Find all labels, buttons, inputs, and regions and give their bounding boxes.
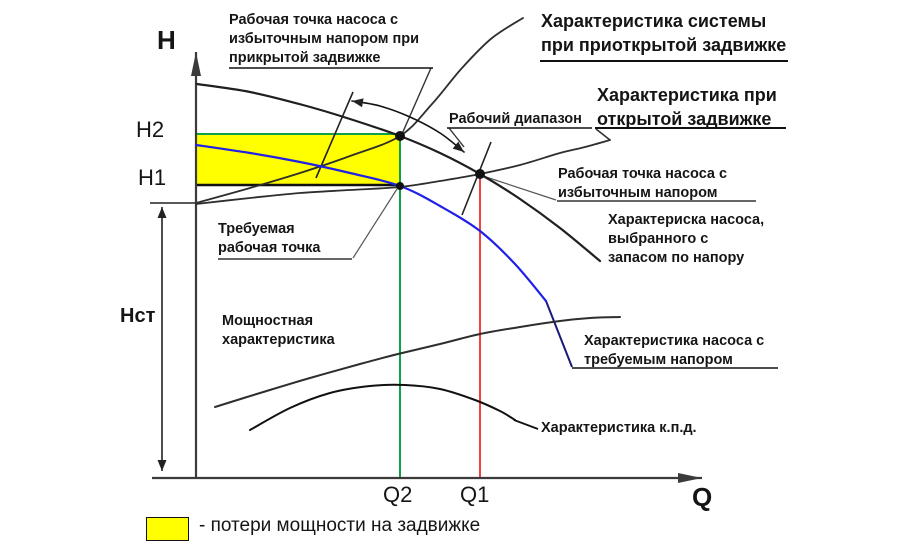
label-power-curve: Мощностная характеристика xyxy=(222,313,335,348)
legend-loss-text: - потери мощности на задвижке xyxy=(199,515,481,536)
point-excess-head xyxy=(475,169,485,179)
kpd-leader xyxy=(513,419,539,430)
curve-5-Характеристика к.п.д. xyxy=(249,383,516,431)
label-system-curve-partly-open-valve: Характеристика системы при приоткрытой з… xyxy=(541,11,787,55)
legend-loss-swatch xyxy=(146,517,189,541)
range-label-leader xyxy=(448,127,465,148)
required-pump-leader xyxy=(545,300,573,368)
label-pump-curve-required-head: Характеристика насоса с требуемым напоро… xyxy=(584,333,765,368)
label-efficiency-curve: Характеристика к.п.д. xyxy=(541,420,697,436)
range-tick-left xyxy=(315,91,354,179)
curve-4-Мощностная характеристика xyxy=(214,316,621,408)
curve-6-Рабочий диапазон (стрелка) xyxy=(351,98,465,153)
label-pump-curve-with-margin: Характериска насоса, выбранного с запасо… xyxy=(608,212,765,266)
label-pump-point-closed-valve: Рабочая точка насоса с избыточным напоро… xyxy=(229,12,420,66)
reference-lines xyxy=(150,52,788,483)
required-point-leader xyxy=(352,188,398,259)
y-axis-label: H xyxy=(157,25,176,55)
point-required xyxy=(396,182,404,190)
point-closed-valve xyxy=(395,131,405,141)
tick-h1: H1 xyxy=(138,165,167,190)
curve-1-Характеристика при открытой задвижке xyxy=(195,139,611,205)
x-axis-label: Q xyxy=(692,482,713,512)
tick-q2: Q2 xyxy=(383,482,413,507)
tick-q1: Q1 xyxy=(460,482,490,507)
point2-label-leader xyxy=(482,175,557,201)
range-tick-right xyxy=(461,141,492,216)
label-pump-point-excess-head: Рабочая точка насоса с избыточным напоро… xyxy=(558,166,728,201)
operating-points xyxy=(395,131,485,190)
label-system-curve-open-valve: Характеристика при открытой задвижке xyxy=(597,85,777,129)
label1-leader xyxy=(401,67,432,135)
open-label-leader xyxy=(595,128,611,141)
tick-h2: H2 xyxy=(136,117,165,142)
label-required-operating-point: Требуемая рабочая точка xyxy=(218,221,321,256)
tick-hst: Нст xyxy=(120,305,156,327)
label-working-range: Рабочий диапазон xyxy=(449,111,582,127)
